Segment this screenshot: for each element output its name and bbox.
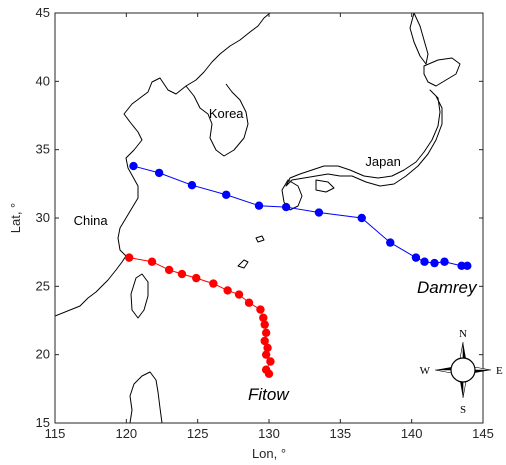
place-label-china: China bbox=[74, 213, 109, 228]
damrey-track-point bbox=[222, 190, 231, 199]
fitow-track-point bbox=[260, 336, 269, 346]
x-tick-label: 120 bbox=[115, 426, 137, 441]
compass-south: S bbox=[460, 404, 466, 416]
y-tick-label: 35 bbox=[36, 142, 50, 157]
damrey-track-point bbox=[187, 181, 197, 190]
damrey-track-point bbox=[440, 257, 449, 266]
damrey-label: Damrey bbox=[417, 278, 478, 297]
fitow-track-point bbox=[260, 320, 269, 329]
fitow-track-point bbox=[244, 298, 254, 307]
taiwan-coastline bbox=[130, 273, 149, 319]
y-tick-label: 40 bbox=[36, 73, 50, 88]
fitow-track-point bbox=[266, 357, 275, 366]
damrey-track-point bbox=[430, 258, 439, 268]
damrey-track-point bbox=[411, 253, 421, 262]
x-tick-label: 125 bbox=[187, 426, 209, 441]
fitow-track-point bbox=[259, 313, 268, 322]
place-label-japan: Japan bbox=[365, 154, 400, 169]
storm-tracks bbox=[124, 161, 472, 378]
fitow-track-point bbox=[263, 343, 272, 353]
hokkaido-coastline bbox=[423, 57, 461, 87]
fitow-track-point bbox=[147, 257, 157, 266]
compass-west: W bbox=[420, 365, 431, 377]
damrey-track-point bbox=[457, 261, 466, 271]
mainland-coastline bbox=[55, 13, 271, 317]
place-labels: Korea Japan China bbox=[74, 106, 401, 228]
fitow-track-point bbox=[261, 350, 271, 359]
y-axis-label: Lat, ° bbox=[8, 203, 23, 234]
x-axis-label: Lon, ° bbox=[252, 446, 286, 461]
damrey-track-point bbox=[129, 161, 138, 171]
fitow-track-point bbox=[234, 290, 244, 299]
damrey-track-point bbox=[386, 238, 395, 247]
fitow-track-point bbox=[256, 305, 265, 314]
damrey-track-point bbox=[254, 201, 264, 210]
fitow-track-point bbox=[264, 369, 274, 378]
damrey-track-point bbox=[281, 202, 291, 212]
okinawa-coastline bbox=[255, 235, 265, 243]
fitow-track-point bbox=[177, 269, 187, 279]
shikoku-coastline bbox=[315, 179, 335, 193]
damrey-track-point bbox=[357, 213, 366, 223]
honshu-coastline bbox=[285, 89, 443, 187]
coastlines bbox=[55, 13, 461, 423]
compass-east: E bbox=[496, 365, 503, 377]
x-tick-label: 135 bbox=[329, 426, 351, 441]
sakhalin-coastline bbox=[409, 13, 429, 65]
damrey-track-point bbox=[420, 257, 429, 266]
fitow-track-line bbox=[129, 257, 272, 375]
fitow-track-point bbox=[124, 253, 134, 262]
damrey-track-point bbox=[314, 208, 324, 217]
axis-ticks: 115 120 125 130 135 140 145 15 20 25 30 35 40 45 bbox=[36, 5, 494, 441]
korea-coastline bbox=[185, 83, 249, 157]
fitow-track-point bbox=[261, 328, 271, 337]
fitow-track-point bbox=[209, 279, 218, 288]
fitow-label: Fitow bbox=[248, 385, 290, 404]
x-tick-label: 140 bbox=[401, 426, 423, 441]
compass-north: N bbox=[459, 328, 467, 340]
x-tick-label: 130 bbox=[258, 426, 280, 441]
luzon-coastline bbox=[129, 371, 163, 423]
y-tick-label: 15 bbox=[36, 415, 50, 430]
damrey-track-point bbox=[154, 168, 164, 178]
compass-rose-icon: N S E W bbox=[420, 328, 503, 416]
x-tick-label: 115 bbox=[45, 426, 66, 441]
fitow-track-point bbox=[223, 286, 232, 295]
place-label-korea: Korea bbox=[209, 106, 244, 121]
y-tick-label: 25 bbox=[36, 278, 50, 293]
y-tick-label: 20 bbox=[36, 347, 50, 362]
fitow-track-point bbox=[164, 265, 174, 275]
fitow-track-point bbox=[192, 273, 201, 283]
x-tick-label: 145 bbox=[472, 426, 494, 441]
y-tick-label: 30 bbox=[36, 210, 50, 225]
y-tick-label: 45 bbox=[36, 5, 50, 20]
damrey-track-line bbox=[133, 165, 468, 267]
ryukyu-coastline bbox=[237, 259, 249, 269]
